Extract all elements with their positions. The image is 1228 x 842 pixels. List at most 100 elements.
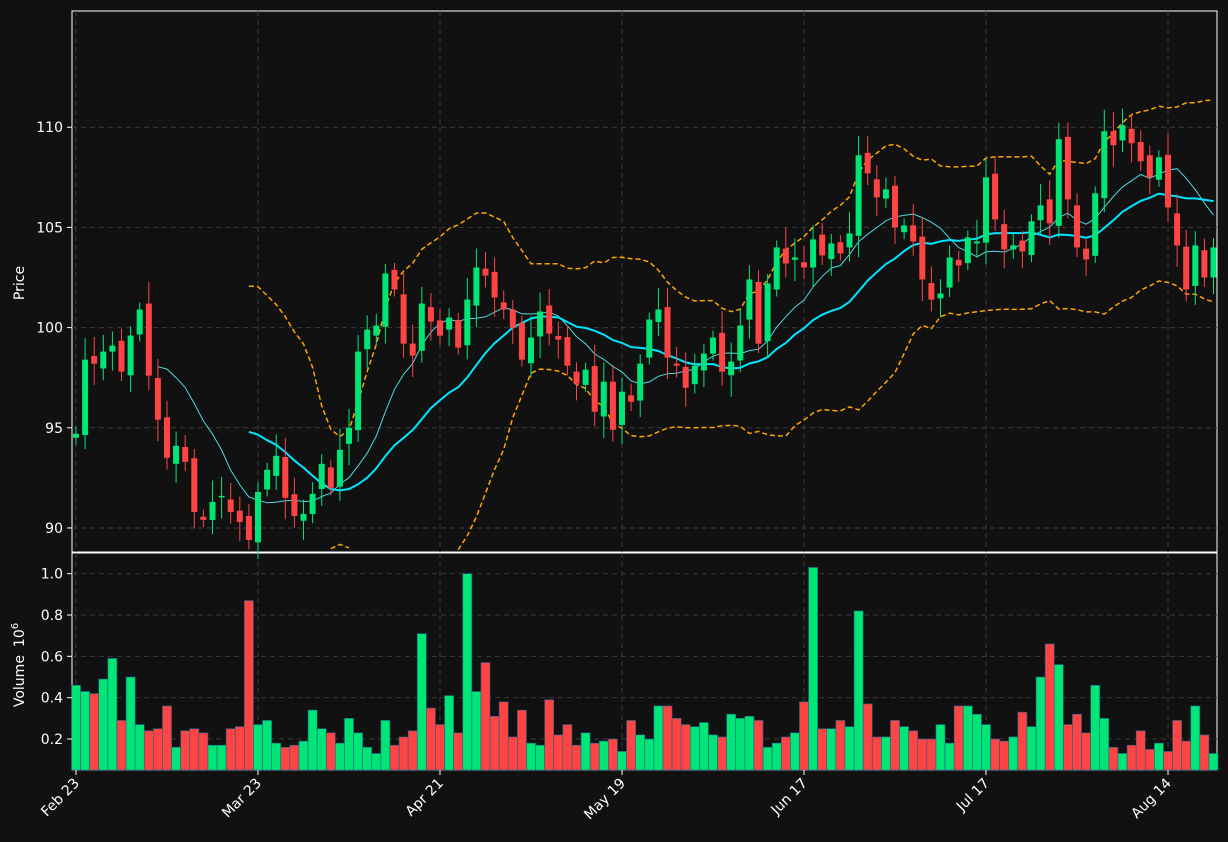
volume-bar: [1154, 742, 1164, 771]
volume-bar: [216, 744, 227, 771]
candle-body: [1074, 205, 1080, 248]
candle: [1074, 193, 1080, 257]
candle: [882, 177, 889, 208]
candle: [509, 300, 516, 345]
volume-tick-label: 0.6: [41, 649, 63, 665]
volume-bar: [689, 726, 700, 771]
candle: [145, 282, 152, 390]
candle: [400, 272, 407, 358]
volume-bar: [371, 753, 382, 771]
candle-body: [719, 332, 726, 372]
candle-body: [136, 309, 143, 335]
volume-bar: [1108, 746, 1119, 771]
candle-body: [500, 302, 507, 310]
candle: [782, 227, 789, 278]
candle-body: [655, 309, 662, 322]
volume-bar: [862, 703, 873, 771]
candle-body: [400, 294, 407, 344]
candle-body: [446, 317, 453, 330]
candle: [591, 344, 598, 426]
candle: [728, 342, 735, 397]
candle: [373, 313, 380, 346]
volume-bars: [71, 567, 1219, 771]
candle: [737, 308, 744, 373]
volume-bar: [808, 567, 818, 771]
candle-body: [245, 515, 252, 540]
volume-bar: [953, 705, 964, 771]
candle: [300, 499, 307, 540]
volume-bar: [180, 730, 191, 771]
candle: [1210, 238, 1217, 295]
candle-body: [118, 340, 125, 372]
candle: [518, 315, 525, 367]
candle: [1155, 150, 1162, 187]
candle: [664, 288, 671, 380]
volume-bar: [462, 573, 473, 771]
candle-body: [928, 283, 935, 300]
candle-body: [710, 337, 716, 354]
volume-bar: [1063, 724, 1073, 771]
volume-bar: [225, 728, 236, 771]
candle-body: [1092, 193, 1099, 256]
volume-bar: [1044, 643, 1055, 771]
candle-body: [864, 152, 871, 174]
candle: [200, 509, 207, 527]
volume-bar: [207, 744, 218, 771]
candle: [1174, 194, 1181, 267]
volume-bar: [972, 713, 982, 771]
candle: [928, 266, 935, 312]
candle: [136, 302, 143, 342]
candle-body: [236, 510, 243, 522]
volume-bar: [753, 720, 764, 771]
candle-body: [1146, 155, 1153, 178]
candle-body: [100, 351, 107, 369]
candle-body: [846, 233, 853, 248]
candle: [564, 325, 571, 376]
candle-body: [309, 493, 316, 514]
candle: [919, 217, 926, 301]
candle: [1092, 186, 1099, 263]
price-axis-label: Price: [12, 266, 28, 300]
candle: [164, 400, 170, 470]
volume-bar: [71, 684, 81, 771]
candle-body: [1001, 224, 1008, 250]
candle-body: [609, 381, 616, 430]
band-upper-line: [248, 99, 1214, 438]
candle: [546, 288, 553, 346]
volume-bar: [1081, 732, 1091, 771]
candle-body: [327, 467, 334, 488]
volume-bar: [871, 736, 882, 771]
candle: [109, 331, 116, 371]
candle: [355, 334, 362, 442]
volume-bar: [562, 724, 573, 771]
candle: [1110, 112, 1117, 167]
volume-bar: [771, 742, 782, 771]
candle-body: [582, 369, 589, 385]
volume-bar: [234, 726, 245, 771]
volume-bar: [1144, 749, 1155, 771]
volume-bar: [416, 633, 427, 771]
volume-bar: [1099, 718, 1110, 771]
candle: [873, 165, 880, 217]
candle-body: [901, 225, 908, 233]
candle-body: [837, 242, 844, 254]
candle: [828, 234, 835, 276]
candle-body: [1010, 245, 1017, 250]
candle: [537, 292, 544, 358]
x-tick-label: Mar 23: [219, 776, 265, 822]
candle: [655, 288, 662, 337]
volume-bar: [762, 746, 773, 771]
volume-bar: [171, 746, 181, 771]
candle-body: [300, 513, 307, 521]
candle-body: [1165, 154, 1171, 208]
candle: [1101, 109, 1108, 213]
volume-tick-label: 0.8: [41, 608, 63, 624]
candle-body: [1155, 157, 1162, 180]
candle: [1146, 145, 1153, 194]
candle-body: [1128, 128, 1135, 144]
volume-tick-label: 0.4: [41, 691, 63, 707]
candle: [973, 219, 980, 258]
candle-body: [437, 320, 443, 336]
candle-body: [200, 516, 207, 520]
candle-body: [318, 463, 325, 490]
